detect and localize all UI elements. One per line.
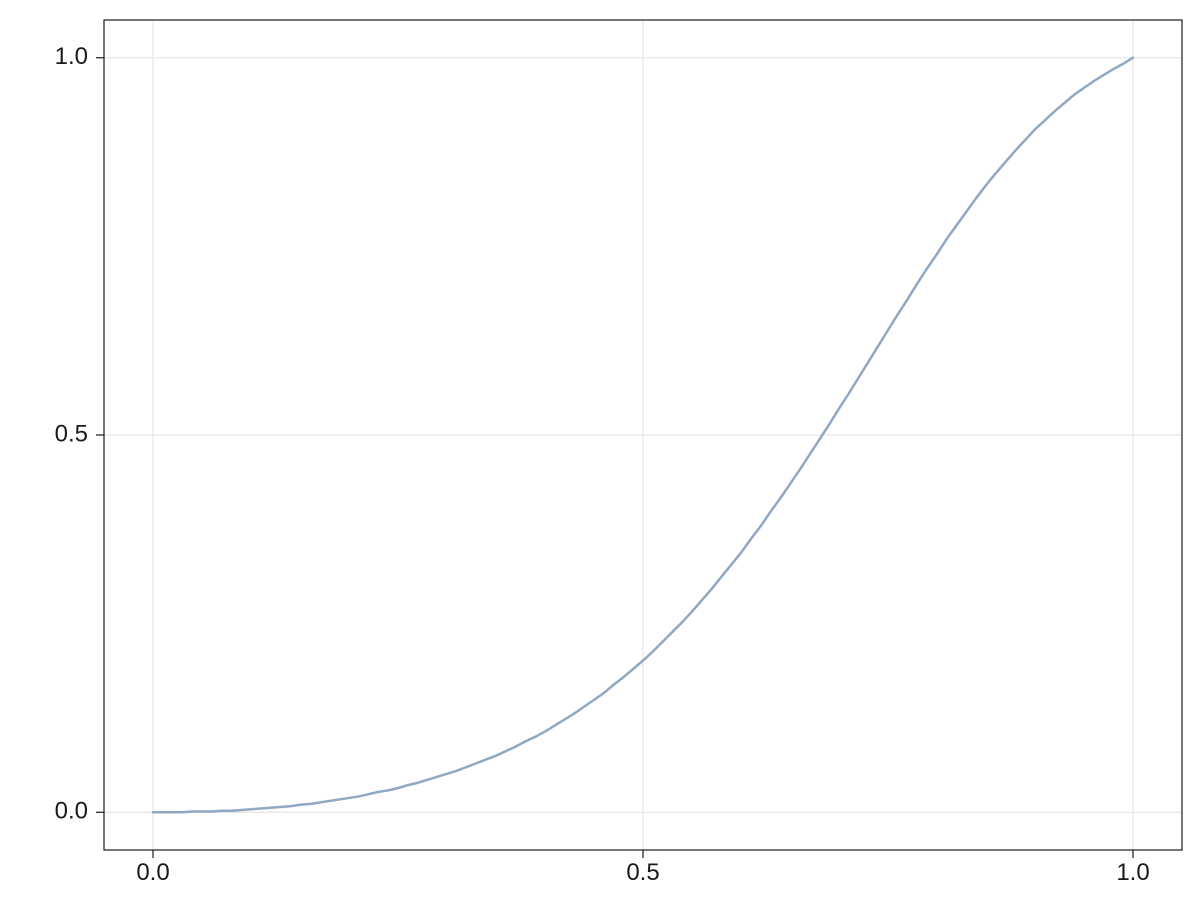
y-tick-label: 1.0 [55,43,88,70]
x-tick-label: 1.0 [1116,859,1149,886]
y-tick-label: 0.5 [55,420,88,447]
x-tick-label: 0.0 [136,859,169,886]
line-chart: 0.0 0.5 1.0 0.0 0.5 1.0 [0,0,1200,900]
chart-background [0,0,1200,900]
y-tick-label: 0.0 [55,798,88,825]
x-tick-label: 0.5 [626,859,659,886]
